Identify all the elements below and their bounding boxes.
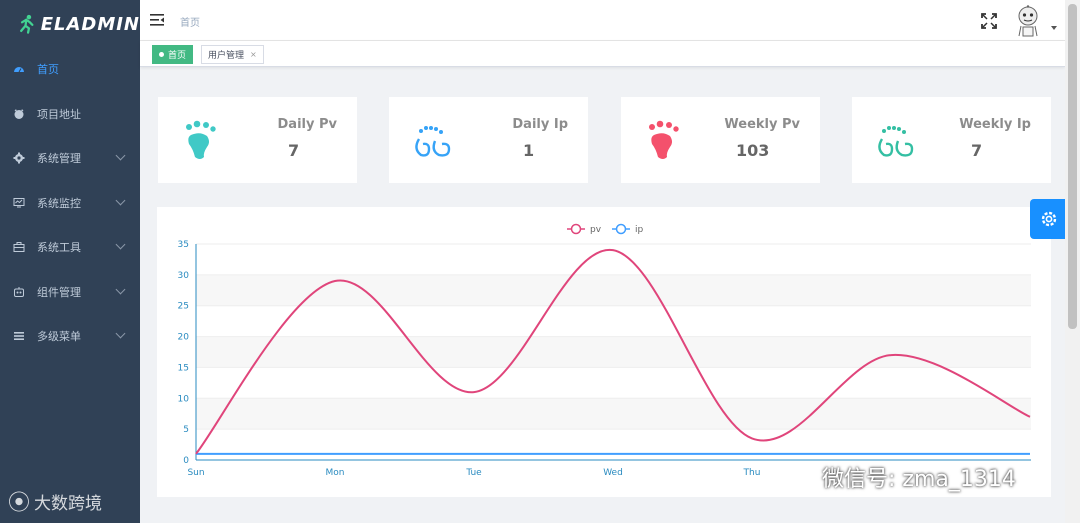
baby-footprint-icon xyxy=(878,126,914,157)
menu-icon xyxy=(14,332,24,340)
close-icon[interactable]: × xyxy=(250,50,257,59)
hamburger-icon[interactable] xyxy=(150,14,164,26)
sidebar-item-label: 组件管理 xyxy=(37,285,81,299)
card-value: 103 xyxy=(736,141,770,160)
tag-home[interactable]: 首页 xyxy=(152,45,194,64)
navbar: 首页 xyxy=(140,0,1065,41)
sidebar-item-label: 项目地址 xyxy=(37,107,81,121)
settings-button[interactable] xyxy=(1030,199,1068,239)
footprint-icon xyxy=(649,120,679,159)
dashboard-icon xyxy=(14,67,24,73)
toolbox-icon xyxy=(13,242,25,252)
gear-icon xyxy=(13,152,25,164)
tag-label: 首页 xyxy=(168,51,187,61)
grid-band xyxy=(196,274,1031,306)
grid-band xyxy=(196,398,1031,430)
card-weekly-ip[interactable]: Weekly Ip 7 xyxy=(852,97,1051,183)
line-chart: 0 5 10 15 20 25 30 35 Sun Mon Tue Wed Thu pv ip xyxy=(178,223,1031,478)
sidebar-item-project[interactable]: 项目地址 xyxy=(0,92,140,136)
y-tick-label: 30 xyxy=(178,271,190,281)
tags-view: 首页 用户管理 × xyxy=(140,41,1065,67)
x-tick-label: Sun xyxy=(187,468,204,478)
card-title: Weekly Pv xyxy=(724,117,800,132)
sidebar-item-system-tools[interactable]: 系统工具 xyxy=(0,225,140,269)
y-tick-label: 10 xyxy=(178,394,190,404)
runner-logo-icon xyxy=(20,14,34,34)
github-icon xyxy=(14,108,24,119)
y-tick-label: 25 xyxy=(178,302,189,312)
card-daily-ip[interactable]: Daily Ip 1 xyxy=(389,97,588,183)
monitor-icon xyxy=(13,197,25,207)
watermark-logo-icon: ⦿ xyxy=(8,491,31,516)
sidebar-item-multi-menu[interactable]: 多级菜单 xyxy=(0,314,140,358)
card-value: 7 xyxy=(288,141,300,160)
chart-card: 0 5 10 15 20 25 30 35 Sun Mon Tue Wed Thu pv ip xyxy=(157,207,1051,497)
sidebar: ELADMIN 首页 项目地址 系统管理 系统监控 系统工具 组件管理 多级菜单… xyxy=(0,0,140,523)
active-dot-icon xyxy=(159,52,164,57)
watermark-left-text: 大数跨境 xyxy=(34,493,103,514)
grid-band xyxy=(196,336,1031,368)
card-value: 1 xyxy=(523,141,535,160)
sidebar-item-label: 首页 xyxy=(37,63,59,76)
chevron-down-icon xyxy=(115,195,126,205)
y-tick-label: 0 xyxy=(183,456,189,466)
x-tick-label: Thu xyxy=(743,468,761,478)
legend-marker-ip xyxy=(615,223,627,235)
chevron-down-icon xyxy=(115,150,126,161)
card-title: Daily Ip xyxy=(512,117,568,132)
chevron-down-icon xyxy=(115,239,126,250)
wechat-icon xyxy=(788,465,815,488)
card-title: Daily Pv xyxy=(277,117,337,132)
gear-icon xyxy=(1041,211,1057,227)
fullscreen-icon[interactable] xyxy=(981,13,997,29)
tag-user-management[interactable]: 用户管理 × xyxy=(201,45,264,64)
legend-label-ip: ip xyxy=(635,225,644,235)
sidebar-item-label: 系统管理 xyxy=(37,152,81,165)
breadcrumb[interactable]: 首页 xyxy=(180,18,200,29)
y-tick-label: 5 xyxy=(183,425,189,435)
avatar[interactable] xyxy=(1013,5,1043,37)
component-icon xyxy=(14,286,24,297)
sidebar-item-components[interactable]: 组件管理 xyxy=(0,270,140,314)
legend-label-pv: pv xyxy=(590,225,602,235)
card-title: Weekly Ip xyxy=(959,117,1031,132)
logo-text: ELADMIN xyxy=(40,13,140,35)
chevron-down-icon xyxy=(115,328,126,339)
card-weekly-pv[interactable]: Weekly Pv 103 xyxy=(621,97,820,183)
y-tick-label: 15 xyxy=(178,363,189,373)
sidebar-item-system-monitor[interactable]: 系统监控 xyxy=(0,181,140,225)
caret-down-icon[interactable] xyxy=(1051,26,1057,30)
chevron-down-icon xyxy=(115,284,126,294)
sidebar-item-home[interactable]: 首页 xyxy=(0,47,140,91)
logo[interactable]: ELADMIN xyxy=(0,0,140,48)
baby-footprint-icon xyxy=(415,126,451,157)
card-value: 7 xyxy=(971,141,983,160)
footprint-icon xyxy=(186,120,216,159)
sidebar-item-label: 系统工具 xyxy=(37,241,81,254)
scrollbar-thumb[interactable] xyxy=(1068,4,1077,329)
sidebar-item-system-management[interactable]: 系统管理 xyxy=(0,136,140,180)
x-tick-label: Tue xyxy=(465,468,482,478)
x-tick-label: Mon xyxy=(326,468,345,478)
sidebar-item-label: 多级菜单 xyxy=(37,330,81,343)
watermark-right-text: 微信号: zma_1314 xyxy=(822,467,1016,492)
x-tick-label: Wed xyxy=(603,468,623,478)
card-daily-pv[interactable]: Daily Pv 7 xyxy=(158,97,357,183)
series-line-pv xyxy=(195,249,1031,455)
watermark-right: 微信号: zma_1314 xyxy=(788,461,1016,493)
watermark-left: ⦿ 大数跨境 xyxy=(8,485,102,517)
tag-label: 用户管理 xyxy=(208,51,245,61)
scrollbar[interactable] xyxy=(1065,0,1080,523)
sidebar-item-label: 系统监控 xyxy=(37,196,81,210)
legend-marker-pv xyxy=(570,223,582,235)
y-tick-label: 35 xyxy=(178,240,189,250)
y-tick-label: 20 xyxy=(178,333,190,343)
